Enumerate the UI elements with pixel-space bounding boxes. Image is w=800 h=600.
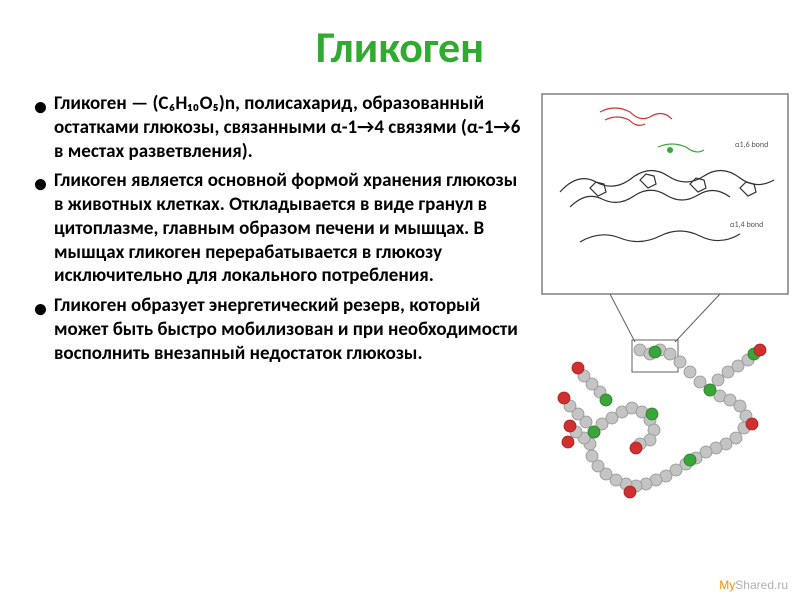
text-column: Гликоген — (C₆H₁₀O₅)n, полисахарид, обра… <box>30 92 530 512</box>
bullet-list: Гликоген — (C₆H₁₀O₅)n, полисахарид, обра… <box>30 92 530 365</box>
list-item: Гликоген — (C₆H₁₀O₅)n, полисахарид, обра… <box>30 92 530 163</box>
image-column: α1,6 bond α1,4 bond <box>540 92 790 512</box>
slide: Гликоген Гликоген — (C₆H₁₀O₅)n, полисаха… <box>0 0 800 600</box>
slide-title: Гликоген <box>30 20 770 74</box>
list-item: Гликоген является основной формой хранен… <box>30 169 530 288</box>
watermark-my: My <box>719 578 735 592</box>
content-row: Гликоген — (C₆H₁₀O₅)n, полисахарид, обра… <box>30 92 770 512</box>
list-item: Гликоген образует энергетический резерв,… <box>30 294 530 365</box>
bead-schematic <box>558 344 766 498</box>
watermark-rest: Shared.ru <box>735 578 788 592</box>
bond-label-14: α1,4 bond <box>730 220 763 230</box>
bond-label-16: α1,6 bond <box>735 140 768 150</box>
callout-lines <box>610 294 720 342</box>
glycogen-diagram: α1,6 bond α1,4 bond <box>540 92 790 512</box>
watermark: MyShared.ru <box>719 578 788 592</box>
